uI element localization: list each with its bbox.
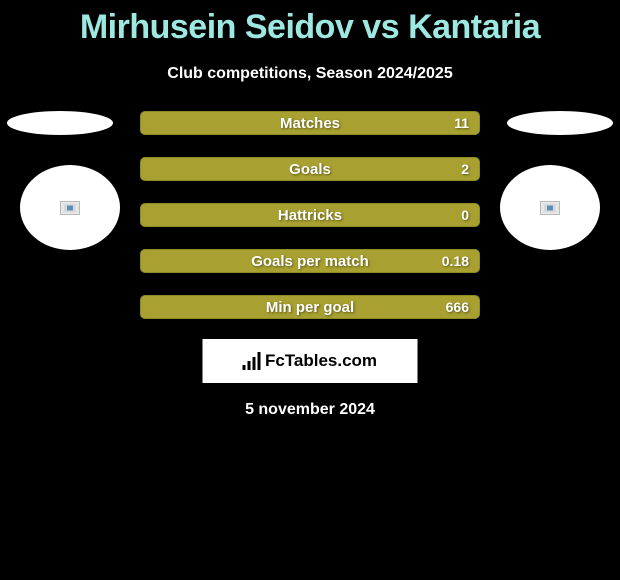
stat-bars: Matches 11 Goals 2 Hattricks 0 Goals per… — [140, 111, 480, 341]
brand-box: FcTables.com — [203, 339, 418, 383]
stat-label: Hattricks — [141, 204, 479, 226]
stat-label: Goals per match — [141, 250, 479, 272]
stat-bar-goals-per-match: Goals per match 0.18 — [140, 249, 480, 273]
stat-value: 0.18 — [442, 250, 469, 272]
left-player-badge — [20, 165, 120, 250]
stat-bar-hattricks: Hattricks 0 — [140, 203, 480, 227]
stat-value: 666 — [446, 296, 469, 318]
subtitle: Club competitions, Season 2024/2025 — [0, 65, 620, 83]
left-flag-icon — [60, 201, 80, 215]
chart-bars-icon — [243, 352, 261, 370]
stat-value: 2 — [461, 158, 469, 180]
stat-bar-min-per-goal: Min per goal 666 — [140, 295, 480, 319]
right-player-ellipse — [507, 111, 613, 135]
stat-label: Min per goal — [141, 296, 479, 318]
right-flag-icon — [540, 201, 560, 215]
stat-bar-matches: Matches 11 — [140, 111, 480, 135]
date-text: 5 november 2024 — [0, 401, 620, 419]
stat-label: Goals — [141, 158, 479, 180]
page-title: Mirhusein Seidov vs Kantaria — [0, 0, 620, 47]
stat-bar-goals: Goals 2 — [140, 157, 480, 181]
right-player-badge — [500, 165, 600, 250]
stat-value: 0 — [461, 204, 469, 226]
stat-label: Matches — [141, 112, 479, 134]
brand-text: FcTables.com — [265, 351, 377, 371]
comparison-area: Matches 11 Goals 2 Hattricks 0 Goals per… — [0, 111, 620, 451]
left-player-ellipse — [7, 111, 113, 135]
stat-value: 11 — [454, 112, 469, 134]
